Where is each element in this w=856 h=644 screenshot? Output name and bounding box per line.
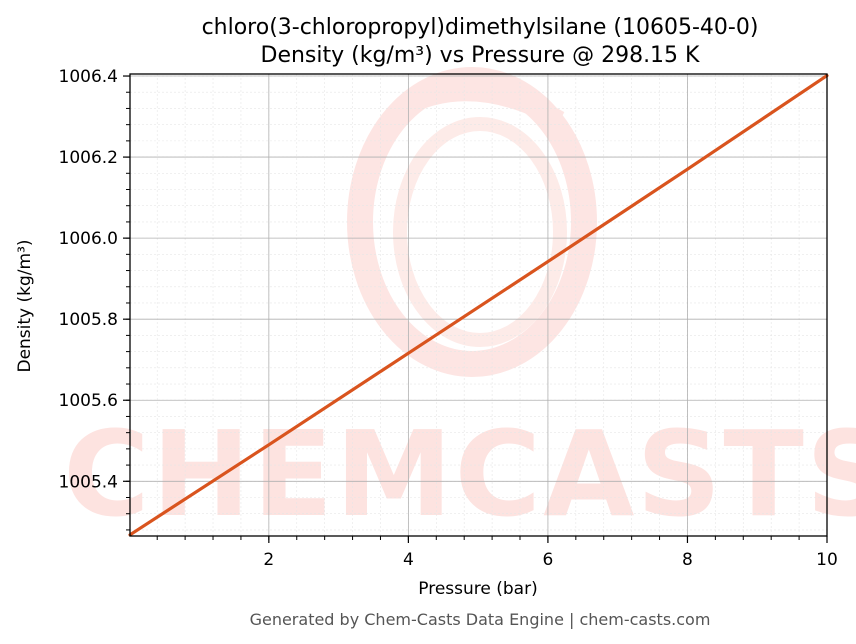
watermark-text: CHEMCASTS bbox=[63, 405, 856, 543]
x-tick-label: 10 bbox=[816, 550, 838, 570]
y-tick-label: 1005.6 bbox=[59, 391, 118, 411]
x-tick-label: 8 bbox=[682, 550, 693, 570]
y-tick-label: 1005.4 bbox=[59, 472, 118, 492]
y-tick-label: 1006.4 bbox=[59, 67, 118, 87]
x-tick-label: 6 bbox=[543, 550, 554, 570]
major-grid bbox=[130, 74, 828, 536]
plot-frame bbox=[129, 73, 828, 537]
footer-credit: Generated by Chem-Casts Data Engine | ch… bbox=[250, 610, 711, 629]
series-layer bbox=[128, 73, 829, 537]
y-tick-label: 1005.8 bbox=[59, 310, 118, 330]
chart-title: chloro(3-chloropropyl)dimethylsilane (10… bbox=[202, 15, 759, 40]
y-axis-label: Density (kg/m³) bbox=[15, 239, 35, 372]
y-tick-labels: 1005.4 1005.6 1005.8 1006.0 1006.2 1006.4 bbox=[59, 67, 118, 492]
x-tick-label: 4 bbox=[403, 550, 414, 570]
chart-subtitle: Density (kg/m³) vs Pressure @ 298.15 K bbox=[261, 43, 701, 68]
x-tick-label: 2 bbox=[263, 550, 274, 570]
y-tick-label: 1006.0 bbox=[59, 229, 118, 249]
axis-ticks bbox=[123, 75, 828, 543]
density-line bbox=[128, 73, 829, 537]
y-tick-label: 1006.2 bbox=[59, 148, 118, 168]
x-axis-label: Pressure (bar) bbox=[418, 579, 537, 599]
x-tick-labels: 2 4 6 8 10 bbox=[263, 550, 837, 570]
watermark: CHEMCASTS bbox=[63, 67, 856, 543]
